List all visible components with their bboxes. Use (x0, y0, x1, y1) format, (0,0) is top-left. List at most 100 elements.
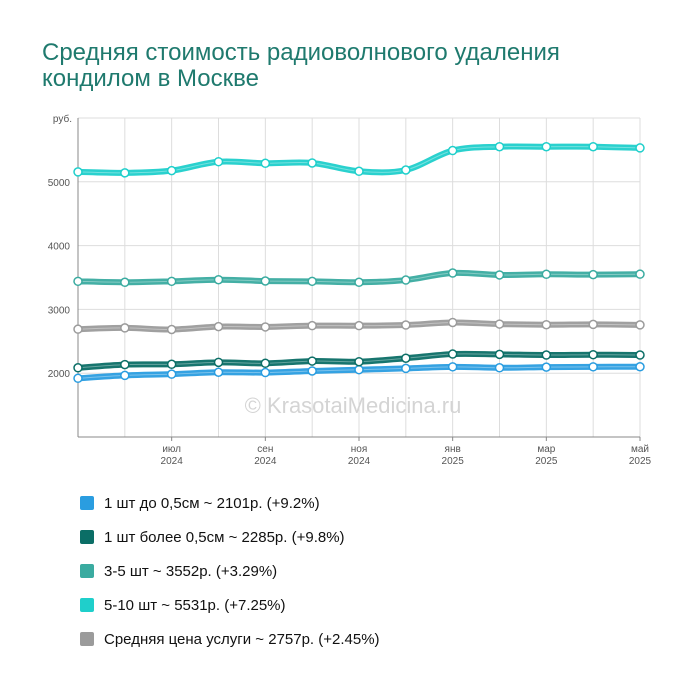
data-point (588, 269, 598, 280)
data-point (588, 349, 598, 360)
data-point (354, 320, 364, 331)
legend-label: 1 шт до 0,5см ~ 2101р. (+9.2%) (104, 494, 320, 512)
data-point (307, 356, 317, 366)
data-point (166, 324, 177, 335)
data-point (354, 166, 364, 177)
data-point (494, 363, 505, 373)
x-tick-year-label: 2025 (535, 456, 558, 467)
data-point (354, 356, 364, 367)
data-point (260, 358, 271, 369)
data-point (447, 145, 458, 156)
data-point (307, 158, 317, 168)
legend-swatch (80, 598, 94, 612)
data-point (635, 320, 645, 330)
legend-label: 5-10 шт ~ 5531р. (+7.25%) (104, 596, 286, 614)
y-tick-label: 4000 (48, 242, 71, 253)
y-tick-label: 2000 (48, 369, 71, 380)
legend-label: 1 шт более 0,5см ~ 2285р. (+9.8%) (104, 528, 345, 546)
data-point (447, 349, 458, 359)
data-point (494, 141, 505, 152)
data-point (260, 276, 271, 286)
data-point (213, 357, 224, 368)
data-point (213, 274, 224, 285)
data-point (541, 269, 552, 280)
data-point (354, 364, 364, 375)
chart-grid (77, 117, 641, 437)
data-point (120, 359, 130, 370)
data-point (73, 324, 83, 334)
x-tick-label: май (631, 444, 649, 455)
data-point (588, 319, 598, 330)
data-point (447, 268, 458, 278)
data-point (73, 167, 83, 177)
data-point (120, 168, 130, 178)
data-point (166, 276, 177, 287)
data-point (401, 320, 411, 330)
x-tick-label: мар (537, 444, 555, 455)
data-point (120, 277, 130, 288)
data-point (307, 320, 317, 331)
x-tick-year-label: 2024 (348, 456, 371, 467)
data-point (307, 366, 317, 376)
data-point (260, 158, 271, 169)
data-point (401, 165, 411, 175)
data-point (213, 156, 224, 167)
x-tick-label: сен (257, 444, 273, 455)
chart-title: Средняя стоимость радиоволнового удалени… (42, 39, 560, 92)
legend-item: 1 шт более 0,5см ~ 2285р. (+9.8%) (80, 520, 380, 554)
data-point (260, 367, 271, 378)
data-point (541, 362, 552, 372)
y-tick-label: 5000 (48, 178, 71, 189)
watermark: © KrasotaiMedicina.ru (245, 393, 462, 418)
data-point (401, 275, 411, 285)
chart-legend: 1 шт до 0,5см ~ 2101р. (+9.2%) 1 шт более… (80, 486, 380, 656)
data-point (307, 276, 317, 287)
x-tick-label: ноя (351, 444, 368, 455)
data-point (120, 370, 130, 381)
data-point (213, 321, 224, 332)
x-tick-year-label: 2024 (161, 456, 184, 467)
data-point (635, 143, 645, 153)
data-point (166, 165, 177, 176)
legend-swatch (80, 632, 94, 646)
x-tick-year-label: 2024 (254, 456, 277, 467)
data-point (447, 317, 458, 328)
data-point (494, 349, 505, 360)
x-tick-year-label: 2025 (442, 456, 465, 467)
data-point (635, 269, 645, 279)
y-unit-label: руб. (53, 113, 72, 125)
data-point (494, 270, 505, 280)
data-point (73, 363, 83, 373)
data-point (588, 362, 598, 372)
data-point (541, 350, 552, 360)
data-point (166, 369, 177, 379)
data-point (494, 319, 505, 329)
data-point (354, 277, 364, 288)
x-tick-label: янв (445, 444, 461, 455)
chart-axes: 2000300040005000руб.июл2024сен2024ноя202… (48, 113, 652, 467)
legend-item: 1 шт до 0,5см ~ 2101р. (+9.2%) (80, 486, 380, 520)
data-point (120, 323, 130, 333)
legend-label: 3-5 шт ~ 3552р. (+3.29%) (104, 562, 278, 580)
x-tick-label: июл (162, 444, 181, 455)
data-point (541, 141, 552, 152)
data-point (541, 319, 552, 330)
legend-item: 3-5 шт ~ 3552р. (+3.29%) (80, 554, 380, 588)
data-point (401, 353, 411, 363)
data-point (447, 362, 458, 372)
data-point (588, 141, 598, 152)
legend-swatch (80, 496, 94, 510)
data-point (635, 350, 645, 360)
data-point (73, 373, 83, 384)
series-points (73, 141, 645, 384)
legend-swatch (80, 530, 94, 544)
legend-label: Средняя цена услуги ~ 2757р. (+2.45%) (104, 630, 380, 648)
y-tick-label: 3000 (48, 305, 71, 316)
data-point (401, 363, 411, 374)
data-point (635, 362, 645, 372)
data-point (213, 367, 224, 377)
data-point (166, 359, 177, 370)
x-tick-year-label: 2025 (629, 456, 652, 467)
data-point (260, 322, 271, 332)
